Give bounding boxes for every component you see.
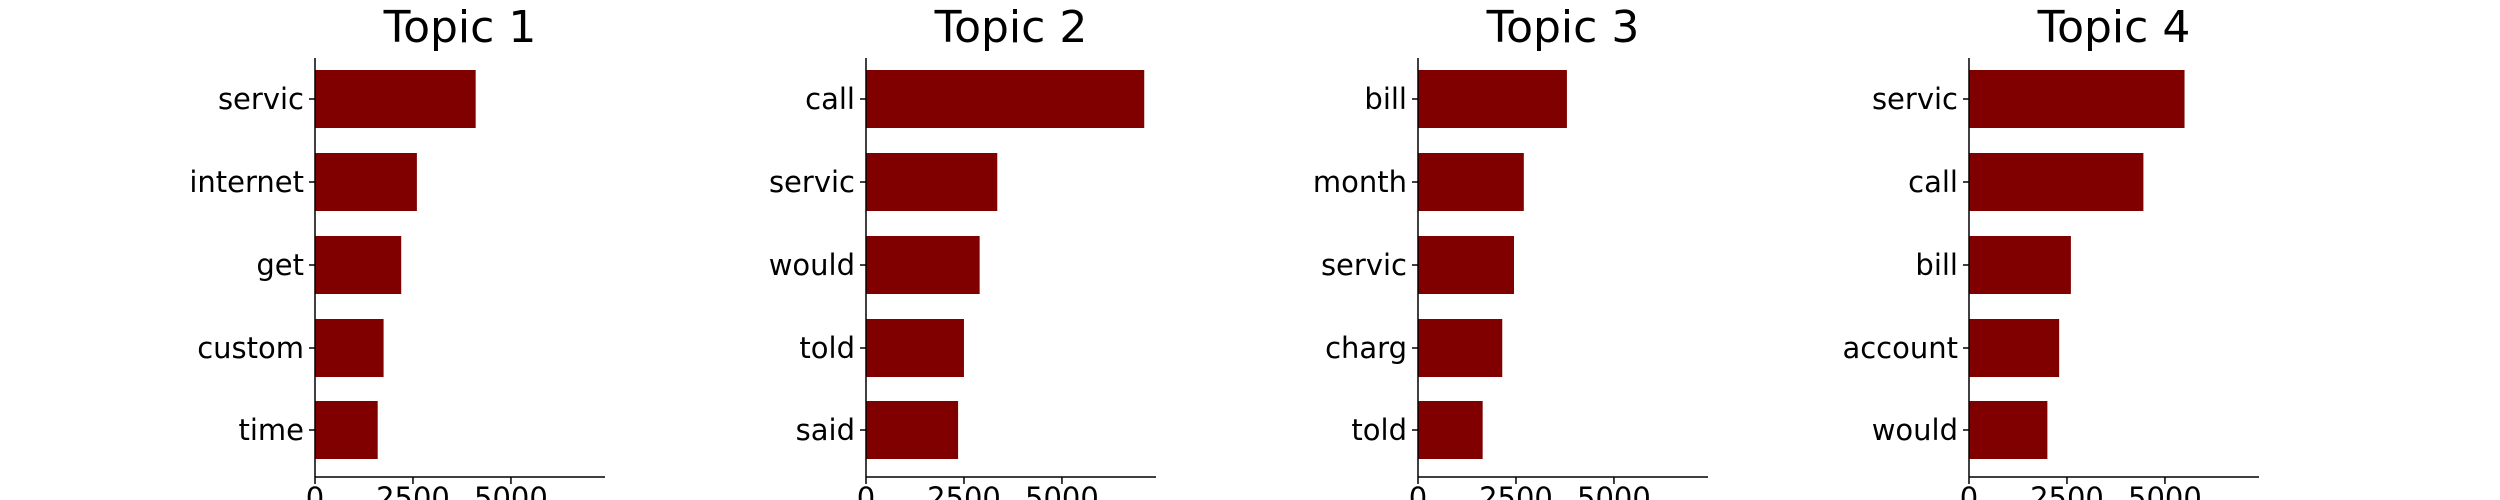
x-tick-label: 5000 [1577, 481, 1651, 500]
y-tick-label: call [805, 82, 855, 116]
y-tick-label: would [1872, 413, 1958, 447]
chart-title: Topic 3 [1486, 2, 1640, 53]
x-tick-label: 5000 [1025, 481, 1099, 500]
y-tick-label: bill [1364, 82, 1407, 116]
x-tick-label: 2500 [376, 481, 450, 500]
bar-custom [315, 319, 384, 377]
x-tick-label: 2500 [2030, 481, 2104, 500]
y-tick-label: internet [189, 165, 304, 199]
x-tick-label: 2500 [1479, 481, 1553, 500]
y-tick-label: account [1842, 331, 1958, 365]
bar-servic [866, 153, 998, 211]
topic-chart-4: Topic 4 servic call bill account would 0 2500 50… [1842, 2, 2259, 500]
x-tick-label: 5000 [474, 481, 548, 500]
bar-told [866, 319, 964, 377]
x-tick-label: 5000 [2128, 481, 2202, 500]
x-tick-label: 0 [857, 481, 875, 500]
bar-account [1969, 319, 2060, 377]
chart-title: Topic 1 [383, 2, 537, 53]
bar-call [1969, 153, 2144, 211]
y-tick-label: told [799, 331, 855, 365]
y-tick-label: servic [1321, 248, 1407, 282]
x-tick-label: 0 [1960, 481, 1978, 500]
bar-bill [1418, 70, 1567, 128]
y-tick-label: get [256, 248, 304, 282]
bar-servic [1418, 236, 1515, 294]
y-tick-label: call [1908, 165, 1958, 199]
chart-title: Topic 4 [2037, 2, 2191, 53]
y-tick-label: servic [218, 82, 304, 116]
bar-would [1969, 401, 2048, 459]
y-tick-label: charg [1325, 331, 1407, 365]
bar-bill [1969, 236, 2071, 294]
bar-would [866, 236, 980, 294]
bar-charg [1418, 319, 1503, 377]
y-tick-label: said [796, 413, 855, 447]
chart-title: Topic 2 [934, 2, 1088, 53]
bar-time [315, 401, 378, 459]
x-tick-label: 0 [306, 481, 324, 500]
topic-chart-3: Topic 3 bill month servic charg told 0 2500 5000 [1313, 2, 1708, 500]
bar-month [1418, 153, 1524, 211]
bar-get [315, 236, 402, 294]
y-tick-label: custom [197, 331, 304, 365]
y-tick-label: servic [1872, 82, 1958, 116]
bar-internet [315, 153, 417, 211]
topic-chart-1: Topic 1 servic internet get custom time 0 2500 5… [189, 2, 605, 500]
bar-told [1418, 401, 1483, 459]
bar-servic [1969, 70, 2185, 128]
bar-call [866, 70, 1145, 128]
topic-chart-2: Topic 2 call servic would told said 0 2500 5000 [769, 2, 1156, 500]
y-tick-label: bill [1915, 248, 1958, 282]
x-tick-label: 0 [1409, 481, 1427, 500]
y-tick-label: would [769, 248, 855, 282]
y-tick-label: told [1351, 413, 1407, 447]
bar-servic [315, 70, 476, 128]
y-tick-label: servic [769, 165, 855, 199]
x-tick-label: 2500 [927, 481, 1001, 500]
y-tick-label: time [238, 413, 304, 447]
y-tick-label: month [1313, 165, 1407, 199]
bar-said [866, 401, 959, 459]
